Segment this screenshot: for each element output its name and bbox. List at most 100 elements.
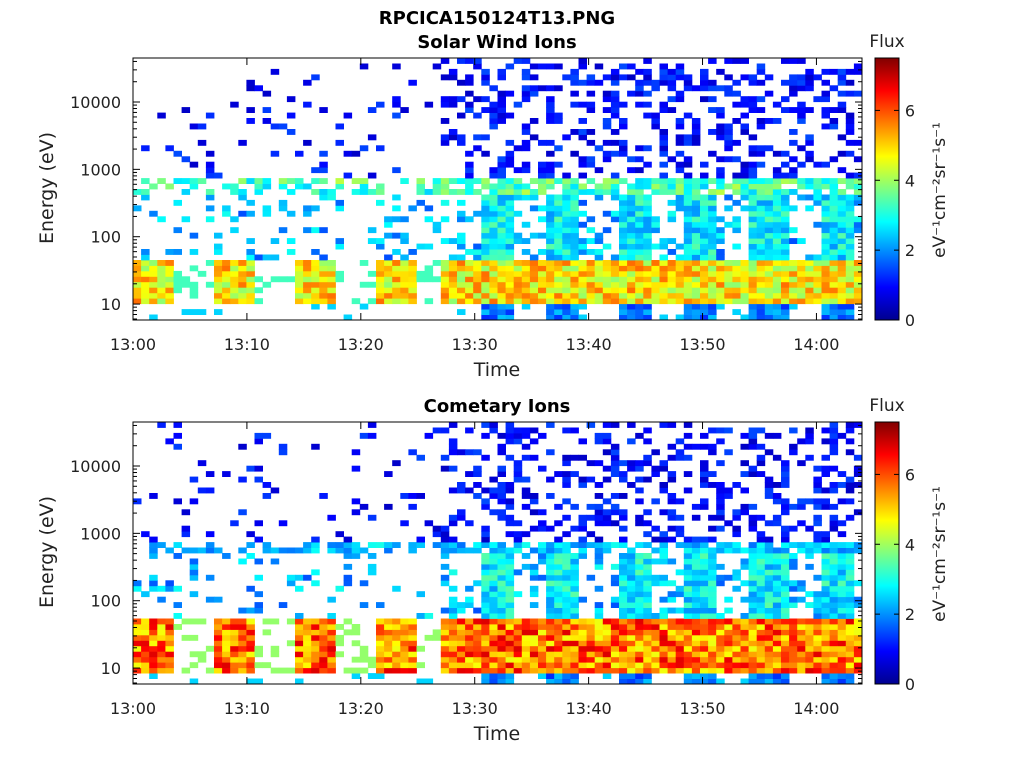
heatmap-cell bbox=[400, 254, 409, 261]
heatmap-cell bbox=[643, 194, 652, 201]
heatmap-cell bbox=[570, 454, 579, 461]
heatmap-cell bbox=[594, 232, 604, 239]
heatmap-cell bbox=[270, 254, 280, 261]
colorbar-tick-label: 0 bbox=[905, 311, 915, 330]
heatmap-cell bbox=[748, 542, 758, 548]
heatmap-cell bbox=[829, 591, 839, 598]
heatmap-cell bbox=[845, 624, 855, 630]
heatmap-cell bbox=[716, 487, 725, 494]
heatmap-cell bbox=[700, 276, 709, 283]
heatmap-cell bbox=[448, 281, 458, 288]
heatmap-cell bbox=[829, 270, 839, 277]
heatmap-cell bbox=[554, 563, 563, 570]
heatmap-cell bbox=[643, 667, 652, 674]
heatmap-cell bbox=[675, 667, 685, 674]
heatmap-cell bbox=[238, 634, 247, 641]
heatmap-cell bbox=[740, 503, 749, 510]
heatmap-cell bbox=[748, 161, 758, 168]
heatmap-cell bbox=[376, 243, 385, 250]
heatmap-cell bbox=[821, 498, 830, 505]
heatmap-cell bbox=[457, 270, 466, 277]
heatmap-cell bbox=[262, 542, 272, 548]
heatmap-cell bbox=[367, 563, 377, 570]
heatmap-cell bbox=[400, 216, 409, 223]
heatmap-cell bbox=[700, 243, 709, 250]
heatmap-cell bbox=[748, 260, 758, 266]
heatmap-cell bbox=[481, 542, 490, 548]
heatmap-cell bbox=[724, 139, 733, 146]
heatmap-cell bbox=[756, 662, 766, 669]
heatmap-cell bbox=[513, 471, 523, 477]
heatmap-cell bbox=[789, 629, 798, 636]
heatmap-cell bbox=[619, 227, 628, 234]
heatmap-cell bbox=[165, 580, 174, 587]
heatmap-cell bbox=[756, 260, 766, 266]
y-tick-label: 100 bbox=[90, 592, 121, 611]
heatmap-cell bbox=[772, 673, 782, 679]
heatmap-cell bbox=[619, 205, 628, 212]
heatmap-cell bbox=[351, 629, 361, 636]
heatmap-cell bbox=[853, 596, 863, 603]
heatmap-cell bbox=[789, 292, 798, 299]
heatmap-cell bbox=[781, 249, 790, 255]
heatmap-cell bbox=[513, 618, 523, 625]
heatmap-cell bbox=[594, 260, 604, 266]
heatmap-cell bbox=[521, 651, 531, 658]
heatmap-cell bbox=[586, 107, 596, 113]
heatmap-cell bbox=[246, 678, 255, 685]
heatmap-cell bbox=[619, 629, 628, 636]
heatmap-cell bbox=[667, 183, 677, 190]
heatmap-cell bbox=[837, 243, 847, 250]
heatmap-cell bbox=[691, 580, 701, 587]
heatmap-cell bbox=[635, 624, 644, 630]
heatmap-cell bbox=[214, 634, 223, 641]
heatmap-cell bbox=[529, 260, 539, 266]
heatmap-cell bbox=[667, 270, 677, 277]
heatmap-cell bbox=[489, 287, 498, 294]
heatmap-cell bbox=[772, 618, 782, 625]
heatmap-cell bbox=[238, 265, 247, 272]
heatmap-cell bbox=[683, 673, 693, 679]
heatmap-cell bbox=[505, 585, 515, 592]
heatmap-cell bbox=[497, 651, 506, 658]
heatmap-cell bbox=[781, 531, 790, 538]
heatmap-cell bbox=[594, 503, 604, 510]
heatmap-cell bbox=[246, 265, 255, 272]
heatmap-cell bbox=[619, 270, 628, 277]
heatmap-cell bbox=[262, 432, 272, 439]
heatmap-cell bbox=[408, 298, 417, 305]
heatmap-cell bbox=[764, 591, 774, 598]
heatmap-cell bbox=[554, 265, 563, 272]
heatmap-cell bbox=[473, 210, 482, 217]
heatmap-cell bbox=[295, 547, 304, 554]
heatmap-cell bbox=[578, 634, 587, 641]
heatmap-cell bbox=[546, 281, 555, 288]
heatmap-cell bbox=[230, 662, 239, 669]
heatmap-cell bbox=[764, 602, 774, 608]
heatmap-cell bbox=[594, 547, 604, 554]
heatmap-cell bbox=[635, 183, 644, 190]
heatmap-cell bbox=[440, 454, 450, 461]
heatmap-cell bbox=[837, 498, 847, 505]
heatmap-cell bbox=[667, 189, 677, 195]
heatmap-cell bbox=[845, 574, 855, 581]
heatmap-cell bbox=[578, 667, 587, 674]
heatmap-cell bbox=[222, 656, 231, 663]
heatmap-cell bbox=[635, 298, 644, 305]
heatmap-cell bbox=[821, 503, 830, 510]
heatmap-cell bbox=[497, 645, 506, 652]
heatmap-cell bbox=[651, 183, 660, 190]
heatmap-cell bbox=[392, 634, 401, 641]
heatmap-cell bbox=[610, 624, 620, 630]
heatmap-cell bbox=[400, 276, 409, 283]
heatmap-cell bbox=[505, 156, 515, 163]
heatmap-cell bbox=[691, 569, 701, 576]
heatmap-cell bbox=[627, 276, 636, 283]
heatmap-cell bbox=[376, 101, 385, 108]
heatmap-cell bbox=[529, 74, 539, 81]
heatmap-cell bbox=[740, 563, 749, 570]
heatmap-cell bbox=[724, 260, 733, 266]
heatmap-cell bbox=[619, 216, 628, 223]
heatmap-cell bbox=[732, 569, 741, 576]
